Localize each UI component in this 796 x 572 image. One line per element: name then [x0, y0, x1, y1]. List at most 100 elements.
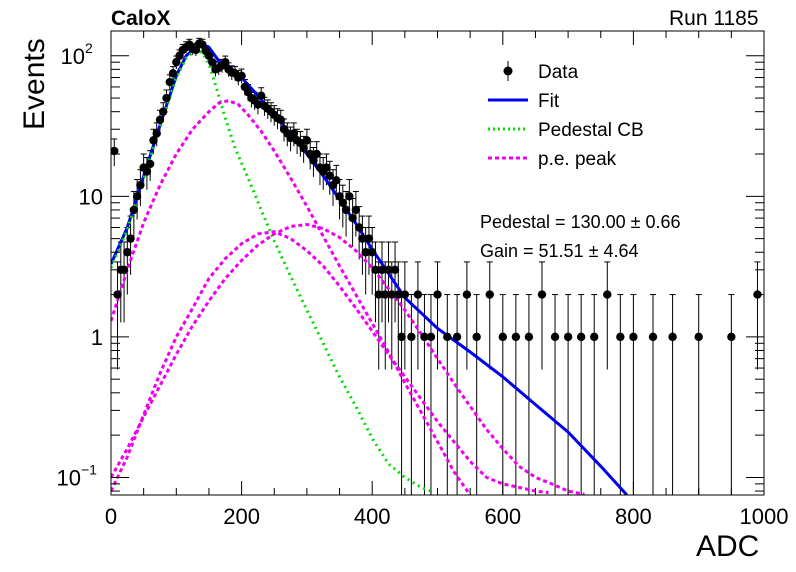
data-point	[299, 143, 308, 153]
data-point	[384, 265, 393, 275]
data-point	[413, 290, 423, 299]
data-point	[668, 332, 677, 342]
series-p-e-peak-1	[111, 99, 472, 495]
legend-label-fit: Fit	[538, 91, 560, 112]
data-point	[590, 332, 599, 342]
y-tick-label: 1	[91, 325, 103, 350]
data-point	[204, 51, 214, 60]
x-tick-label: 0	[105, 504, 117, 529]
data-point	[371, 265, 380, 275]
y-tick-label: 10	[57, 465, 81, 490]
data-point	[452, 332, 462, 342]
data-point	[172, 57, 181, 67]
data-point	[537, 290, 547, 299]
data-point	[354, 223, 364, 232]
legend-label-p-e-peak: p.e. peak	[538, 149, 617, 170]
data-point	[289, 129, 299, 138]
data-point	[208, 57, 217, 67]
data-point	[407, 332, 416, 342]
data-point	[550, 332, 560, 342]
gain-annotation: Gain = 51.51 ± 4.64	[480, 241, 639, 261]
data-point	[111, 146, 119, 156]
data-point	[136, 180, 145, 190]
experiment-label: CaloX	[111, 7, 171, 30]
data-point	[302, 136, 312, 145]
legend-marker-data	[503, 66, 513, 76]
data-point	[309, 156, 318, 165]
data-point	[256, 91, 266, 100]
x-tick-label: 600	[484, 504, 521, 529]
data-point	[123, 248, 132, 257]
data-point	[305, 149, 315, 159]
data-point	[377, 265, 387, 275]
data-point	[198, 40, 207, 49]
y-axis-label: Events	[18, 38, 51, 130]
data-point	[462, 290, 472, 299]
data-point	[155, 115, 165, 125]
data-point	[325, 171, 334, 180]
legend-label-pedestal-cb: Pedestal CB	[538, 120, 644, 141]
y-tick-exponent: −1	[81, 461, 97, 477]
data-point	[341, 205, 351, 215]
data-point	[400, 290, 410, 299]
x-tick-label: 200	[223, 504, 260, 529]
data-point	[563, 332, 573, 342]
x-tick-label: 1000	[740, 504, 789, 529]
data-point	[312, 149, 321, 159]
data-point	[162, 93, 171, 103]
data-point	[351, 205, 361, 215]
series-fit	[111, 44, 629, 495]
data-point	[576, 332, 586, 342]
data-point	[603, 290, 612, 299]
y-tick-label: 10	[61, 44, 85, 69]
data-point	[498, 332, 507, 342]
data-point	[397, 332, 406, 342]
data-point	[149, 136, 158, 145]
data-point	[443, 332, 452, 342]
data-point	[253, 100, 263, 109]
x-tick-label: 400	[354, 504, 391, 529]
data-point	[433, 290, 442, 299]
data-point	[390, 265, 400, 275]
run-label: Run 1185	[669, 7, 759, 30]
data-point	[727, 332, 736, 342]
data-point	[237, 71, 246, 81]
data-point	[132, 192, 142, 201]
data-point	[426, 332, 436, 342]
data-point	[119, 265, 129, 275]
data-point	[345, 192, 354, 201]
data-point	[165, 77, 174, 87]
data-point	[364, 234, 374, 243]
data-point	[191, 45, 201, 55]
x-axis-label: ADC	[696, 530, 760, 563]
data-point	[159, 107, 168, 116]
y-tick-exponent: 2	[85, 40, 93, 56]
data-point	[616, 332, 625, 342]
data-point	[694, 332, 703, 342]
data-point	[168, 69, 178, 78]
data-point	[485, 290, 494, 299]
y-tick-label: 10	[79, 184, 103, 209]
data-point	[361, 248, 370, 257]
series-p-e-peak-2	[111, 230, 549, 495]
legend-label-data: Data	[538, 62, 579, 83]
data-point	[374, 290, 383, 299]
data-point	[381, 290, 390, 299]
data-point	[358, 234, 367, 243]
data-point	[387, 290, 396, 299]
data-point	[145, 159, 155, 169]
data-point	[338, 198, 348, 207]
data-point	[126, 234, 135, 243]
series-p-e-peak-3	[111, 222, 585, 495]
data-point	[511, 332, 521, 342]
data-point	[348, 213, 357, 223]
pedestal-annotation: Pedestal = 130.00 ± 0.66	[480, 212, 681, 232]
data-point	[524, 332, 534, 342]
data-point	[394, 290, 403, 299]
data-point	[322, 163, 331, 172]
data-point	[332, 176, 341, 185]
data-point	[142, 167, 152, 176]
data-point	[420, 332, 429, 342]
